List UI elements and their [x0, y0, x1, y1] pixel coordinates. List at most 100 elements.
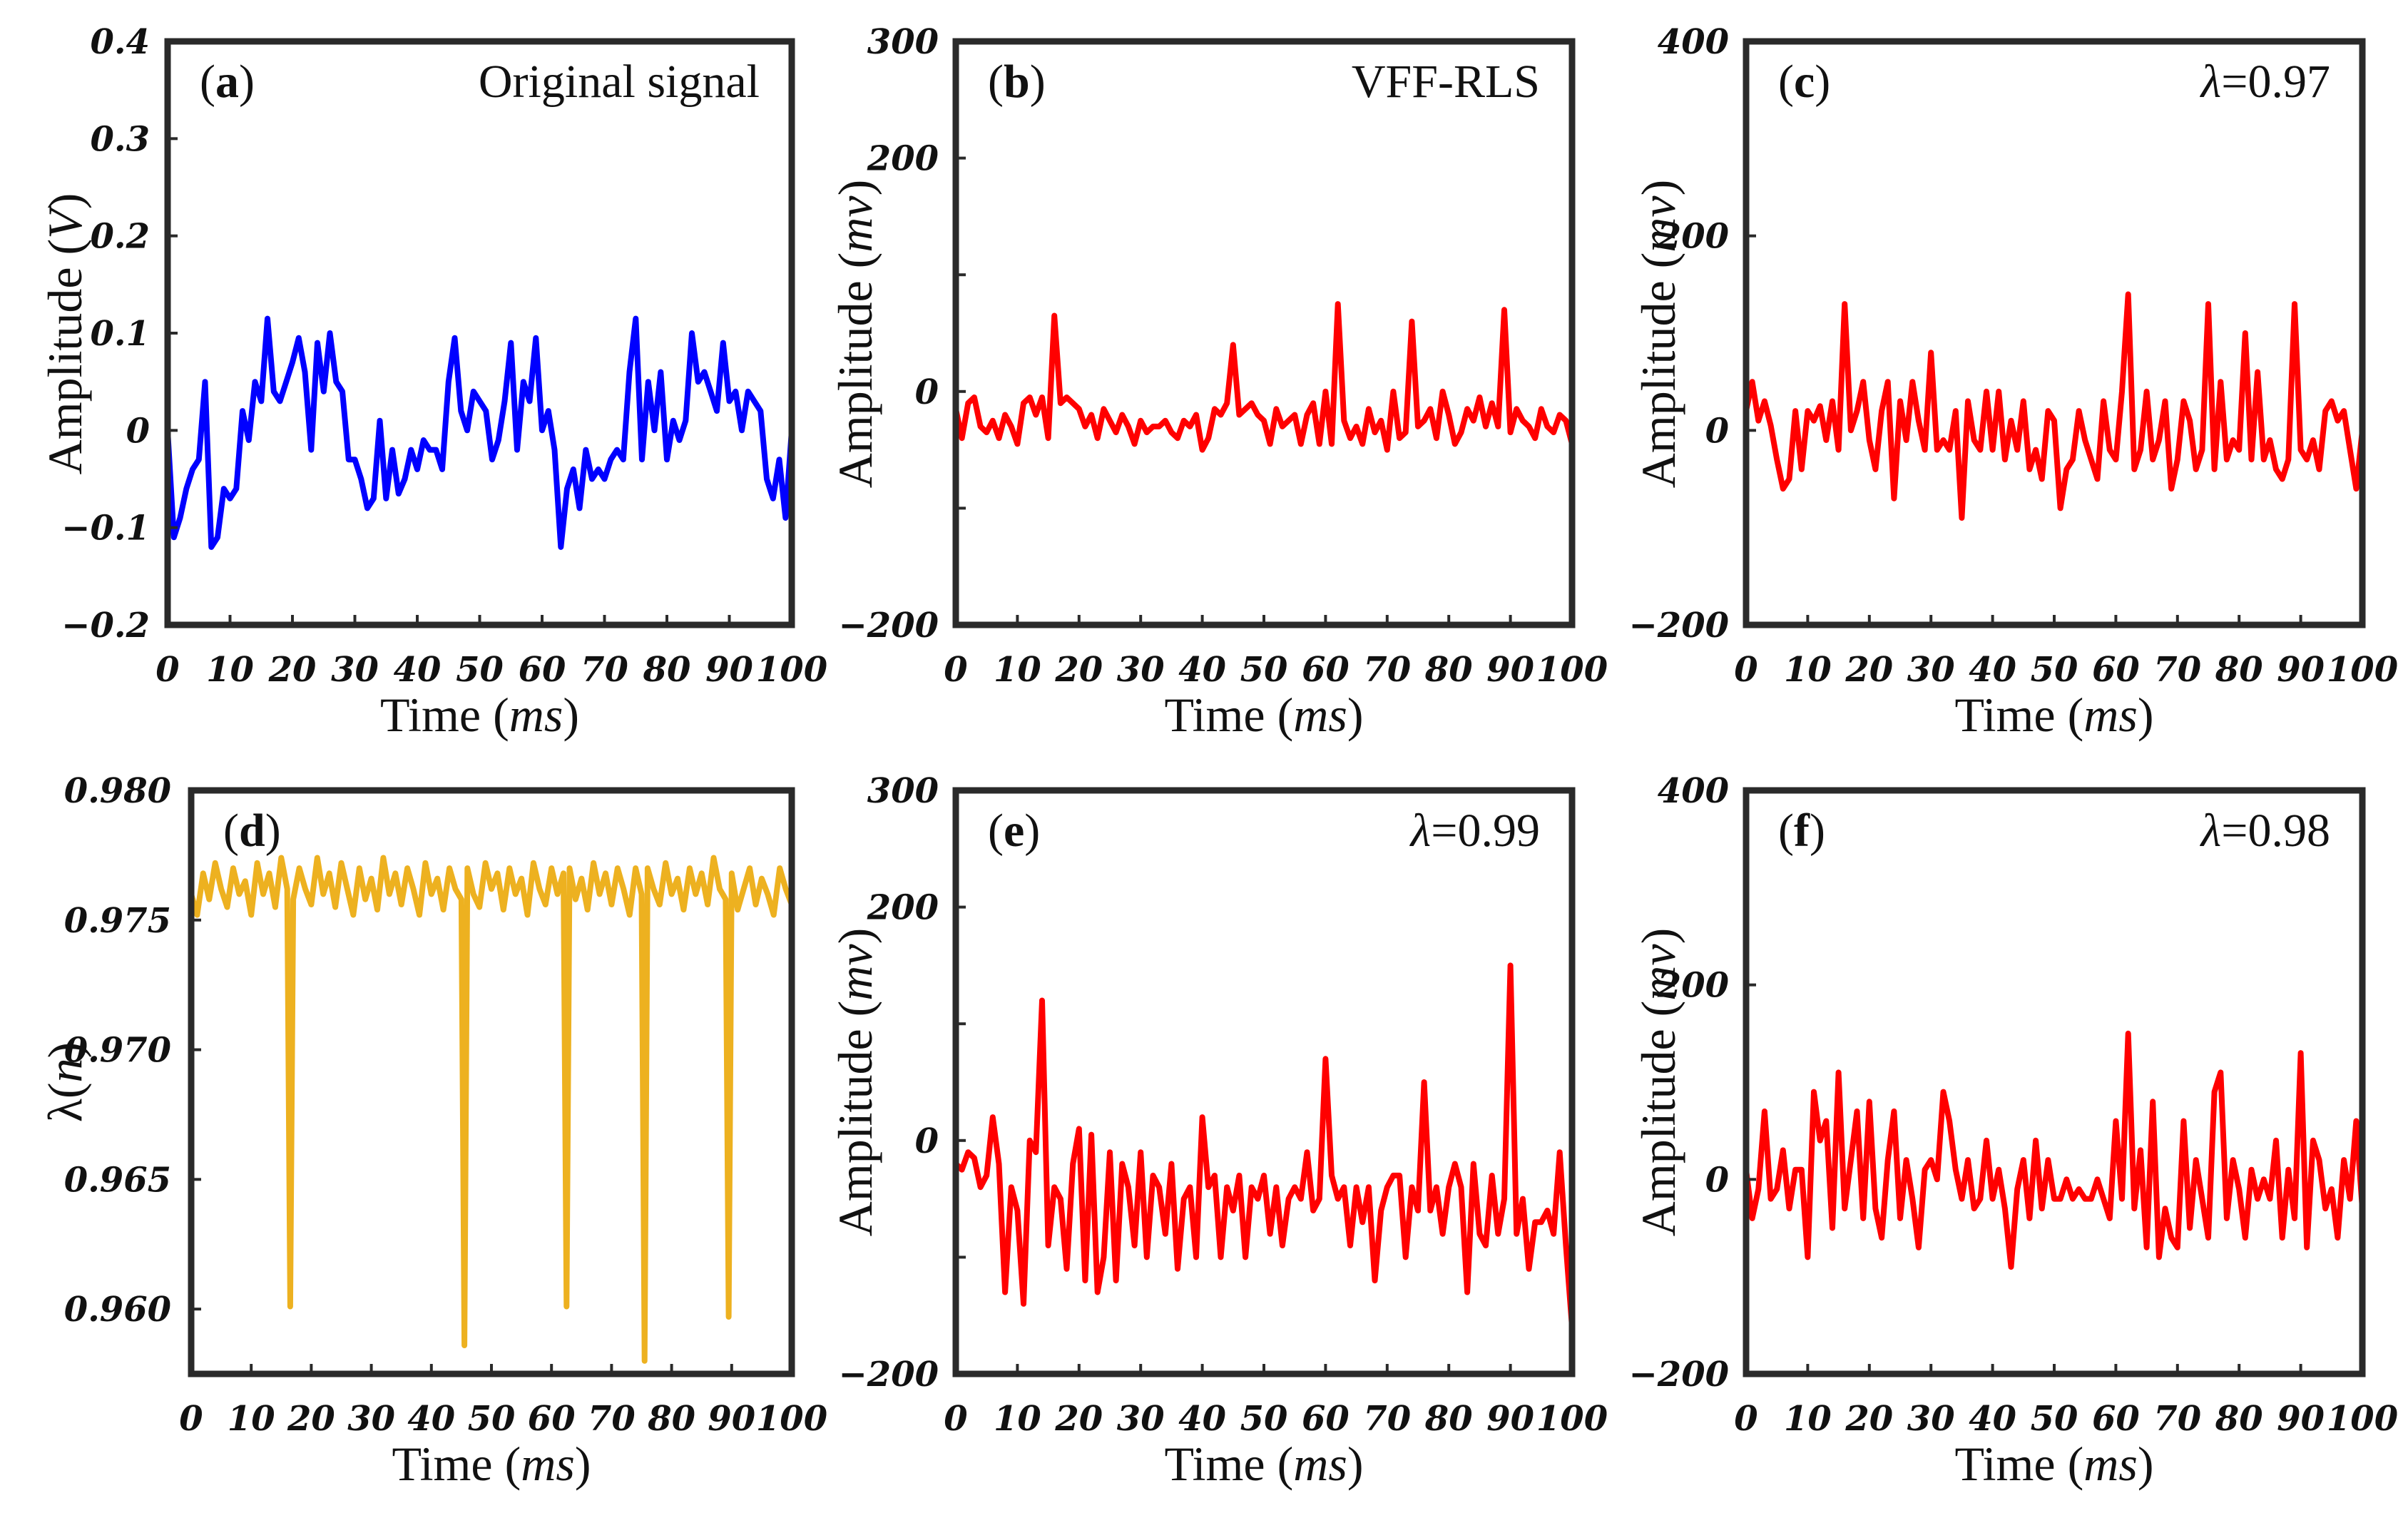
- y-tick-label: 0: [915, 1121, 939, 1161]
- x-tick-label: 70: [581, 650, 628, 690]
- x-tick-label: 20: [287, 1399, 335, 1439]
- x-tick-label: 40: [1178, 650, 1226, 690]
- x-tick-label: 100: [2327, 1399, 2398, 1439]
- x-tick-label: 100: [756, 650, 827, 690]
- y-tick-label: 0: [1705, 1160, 1729, 1200]
- x-axis-label: Time (ms): [1165, 1437, 1364, 1491]
- x-tick-label: 60: [528, 1399, 576, 1439]
- x-tick-label: 0: [944, 1399, 967, 1439]
- x-tick-label: 60: [2092, 650, 2140, 690]
- x-tick-label: 60: [1302, 1399, 1350, 1439]
- y-tick-label: 200: [867, 888, 939, 928]
- x-tick-label: 30: [1907, 650, 1955, 690]
- panel-d: 0 10 20 30 40 50 60 70 80 90 100 0.980 0.975 0.970 0.9…: [38, 771, 827, 1491]
- series-line-f: [1743, 1030, 2365, 1270]
- panel-label: (c): [1778, 56, 1830, 108]
- x-tick-label: 70: [588, 1399, 636, 1439]
- x-tick-label: 20: [1845, 1399, 1893, 1439]
- panel-annotation: Original signal: [479, 56, 760, 108]
- y-tick-label: 0.4: [90, 22, 150, 62]
- x-tick-label: 10: [228, 1399, 275, 1439]
- x-tick-label: 0: [155, 650, 179, 690]
- x-tick-label: 30: [1117, 650, 1165, 690]
- x-tick-label: 60: [2092, 1399, 2140, 1439]
- x-axis-label: Time (ms): [1955, 688, 2154, 742]
- x-tick-label: 80: [2215, 650, 2263, 690]
- panel-annotation: VFF-RLS: [1352, 56, 1540, 108]
- x-tick-label: 30: [1117, 1399, 1165, 1439]
- x-tick-label: 40: [394, 650, 442, 690]
- y-tick-label: 0: [915, 372, 939, 412]
- x-tick-label: 50: [1240, 650, 1288, 690]
- x-axis-label: Time (ms): [1165, 688, 1364, 742]
- x-tick-label: 90: [705, 650, 753, 690]
- y-tick-label: 0.960: [64, 1290, 171, 1330]
- panel-label: (f): [1778, 805, 1825, 857]
- y-tick-label: 0.975: [64, 901, 171, 941]
- x-tick-label: 20: [1054, 650, 1103, 690]
- x-tick-label: 10: [994, 650, 1041, 690]
- y-tick-label: 0: [1705, 411, 1729, 451]
- x-tick-label: 20: [1054, 1399, 1103, 1439]
- y-axis-label: Amplitude (mv): [1631, 928, 1685, 1236]
- x-tick-label: 30: [331, 650, 379, 690]
- y-axis-label: Amplitude (V): [38, 193, 92, 475]
- series-line-c: [1743, 291, 2365, 521]
- y-tick-label: −200: [839, 606, 939, 646]
- x-tick-label: 100: [756, 1399, 827, 1439]
- x-tick-label: 70: [1363, 650, 1411, 690]
- y-axis-label: λ(n): [38, 1042, 92, 1122]
- panel-annotation: λ=0.99: [1409, 805, 1540, 857]
- y-tick-label: 0.2: [90, 217, 150, 257]
- y-tick-label: 0.970: [64, 1031, 171, 1071]
- x-tick-label: 90: [1486, 650, 1534, 690]
- x-axis-label: Time (ms): [392, 1437, 591, 1491]
- x-tick-label: 50: [2031, 650, 2078, 690]
- x-tick-label: 90: [708, 1399, 755, 1439]
- panel-annotation: λ=0.97: [2200, 56, 2330, 108]
- panel-label: (a): [200, 56, 255, 108]
- x-tick-label: 100: [2327, 650, 2398, 690]
- panel-label: (b): [988, 56, 1046, 108]
- y-tick-label: 0: [126, 411, 150, 451]
- x-tick-label: 50: [456, 650, 504, 690]
- x-tick-label: 50: [1240, 1399, 1288, 1439]
- panel-annotation: λ=0.98: [2200, 805, 2330, 857]
- x-axis-label: Time (ms): [1955, 1437, 2154, 1491]
- y-tick-label: 200: [1657, 217, 1729, 257]
- panel-a: 0 10 20 30 40 50 60 70 80 90 100 0.4 0.3 0.2 0.1 0 −0.1 −…: [38, 22, 827, 742]
- y-tick-label: 0.965: [64, 1160, 171, 1200]
- x-tick-label: 80: [643, 650, 691, 690]
- axes-frame-b: [952, 38, 1576, 628]
- y-axis-label: Amplitude (mv): [1631, 180, 1685, 488]
- x-tick-label: 40: [407, 1399, 455, 1439]
- x-tick-label: 20: [1845, 650, 1893, 690]
- x-tick-label: 100: [1536, 650, 1608, 690]
- axes-frame-c: [1743, 38, 2366, 628]
- x-tick-label: 80: [647, 1399, 695, 1439]
- x-tick-label: 30: [347, 1399, 395, 1439]
- y-tick-label: 300: [867, 22, 939, 62]
- y-tick-label: 400: [1658, 771, 1729, 811]
- x-tick-label: 50: [2031, 1399, 2078, 1439]
- y-tick-label: −200: [1629, 606, 1729, 646]
- series-line-d: [188, 855, 795, 1364]
- axes-frame-a: [164, 38, 795, 628]
- x-tick-label: 90: [2277, 650, 2325, 690]
- x-tick-label: 40: [1969, 1399, 2016, 1439]
- series-line-b: [953, 301, 1575, 453]
- x-tick-label: 60: [519, 650, 566, 690]
- axes-frame-e: [952, 787, 1576, 1377]
- x-tick-label: 60: [1302, 650, 1350, 690]
- x-tick-label: 0: [179, 1399, 203, 1439]
- y-tick-label: 0.1: [90, 314, 150, 354]
- x-tick-label: 90: [2277, 1399, 2325, 1439]
- y-axis-label: Amplitude (mv): [828, 928, 882, 1236]
- y-tick-label: 200: [867, 139, 939, 179]
- series-line-a: [165, 315, 795, 550]
- y-tick-label: −0.2: [61, 606, 150, 646]
- x-tick-label: 90: [1486, 1399, 1534, 1439]
- x-axis-label: Time (ms): [380, 688, 579, 742]
